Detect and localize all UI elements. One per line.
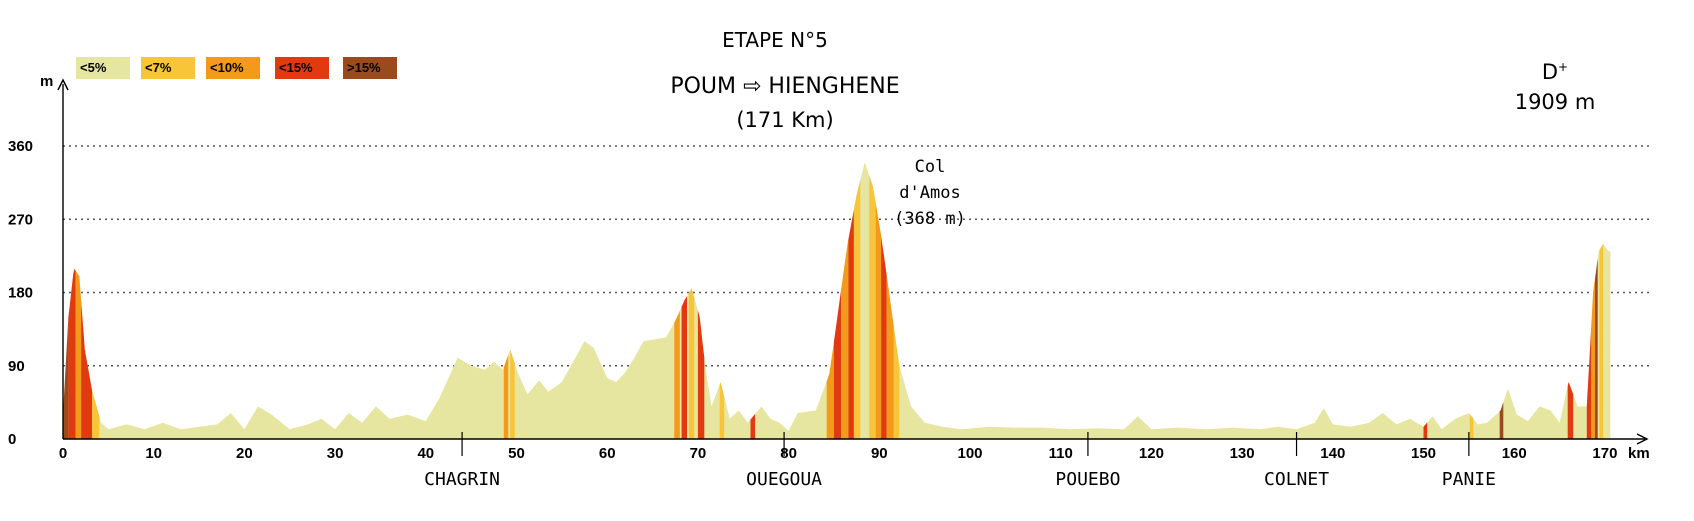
y-tick-label: 270: [8, 211, 33, 228]
summit-annotation: Col d'Amos (368 m): [894, 157, 966, 229]
distance-title: (171 Km): [736, 108, 834, 132]
x-axis-arrow: [1636, 433, 1649, 445]
steep-section: [1586, 325, 1592, 439]
x-tick-label: 140: [1320, 445, 1345, 462]
legend-label: >15%: [347, 60, 381, 75]
steep-section: [893, 326, 900, 439]
steep-section: [510, 349, 515, 439]
x-tick-label: 90: [871, 445, 888, 462]
steep-section: [886, 274, 894, 439]
steep-section: [875, 203, 882, 439]
steep-section: [848, 209, 854, 439]
steep-section: [503, 354, 509, 439]
x-tick-label: 10: [145, 445, 162, 462]
y-tick-label: 180: [8, 285, 33, 302]
steep-section: [1423, 422, 1428, 439]
y-axis-label: m: [40, 73, 53, 90]
axes: [57, 78, 1649, 445]
steep-section: [834, 289, 842, 439]
steep-section: [674, 310, 680, 439]
steep-section: [75, 270, 82, 439]
legend-label: <7%: [145, 60, 172, 75]
steep-section: [68, 269, 76, 439]
stage-title: ETAPE N°5: [722, 28, 828, 52]
summit-label: d'Amos: [899, 183, 960, 203]
legend-label: <10%: [210, 60, 244, 75]
x-tick-label: 130: [1230, 445, 1255, 462]
x-tick-label: 0: [59, 445, 67, 462]
tick-labels: 0 90 180 270 360 0 10 20 30 40 50 60 70 80 90 100 110 120…: [8, 73, 1650, 462]
steep-section: [92, 390, 100, 439]
x-tick-label: 20: [236, 445, 253, 462]
steep-section: [697, 310, 705, 439]
x-tick-label: 170: [1592, 445, 1617, 462]
y-tick-label: 90: [8, 358, 25, 375]
legend-item-lt7: <7%: [141, 57, 195, 79]
town-label: PANIE: [1442, 469, 1496, 490]
x-tick-label: 40: [417, 445, 434, 462]
legend-label: <15%: [279, 60, 313, 75]
town-label: OUEGOUA: [746, 469, 822, 490]
x-axis-label: km: [1628, 445, 1650, 462]
x-tick-label: 160: [1502, 445, 1527, 462]
town-markers: CHAGRIN OUEGOUA POUEBO COLNET PANIE: [424, 432, 1496, 490]
y-axis-arrow: [57, 78, 69, 91]
steep-section: [81, 300, 92, 439]
legend-item-lt15: <15%: [275, 57, 329, 79]
steep-section: [869, 175, 876, 440]
steep-section: [1595, 258, 1598, 439]
steep-section: [1599, 243, 1604, 439]
legend-label: <5%: [80, 60, 107, 75]
steep-section: [681, 296, 687, 439]
steep-section: [1567, 382, 1574, 439]
x-tick-label: 50: [508, 445, 525, 462]
steep-section: [826, 341, 834, 439]
town-label: CHAGRIN: [424, 469, 500, 490]
x-tick-label: 30: [327, 445, 344, 462]
x-tick-label: 80: [780, 445, 797, 462]
x-tick-label: 120: [1139, 445, 1164, 462]
legend-item-lt10: <10%: [206, 57, 260, 79]
dplus-label: D+: [1541, 60, 1569, 84]
dplus-value: 1909 m: [1514, 90, 1596, 114]
legend-item-lt5: <5%: [76, 57, 130, 79]
x-tick-label: 70: [690, 445, 707, 462]
steep-section: [719, 382, 725, 439]
steep-section: [1499, 402, 1504, 439]
summit-label: (368 m): [894, 209, 966, 229]
steep-section: [688, 288, 695, 439]
x-tick-label: 110: [1049, 445, 1073, 462]
steep-section: [841, 238, 849, 439]
x-tick-label: 60: [599, 445, 616, 462]
y-tick-label: 0: [8, 431, 16, 448]
x-tick-label: 150: [1411, 445, 1436, 462]
summit-label: Col: [915, 157, 946, 177]
town-label: POUEBO: [1055, 469, 1120, 490]
steep-sections: [63, 175, 1604, 440]
route-title: POUM ⇨ HIENGHENE: [670, 74, 900, 99]
town-label: COLNET: [1264, 469, 1329, 490]
x-tick-label: 100: [958, 445, 983, 462]
steep-section: [750, 414, 756, 439]
steep-section: [1469, 414, 1474, 439]
steep-section: [1591, 278, 1595, 439]
y-tick-label: 360: [8, 138, 33, 155]
steep-section: [853, 180, 861, 439]
steep-section: [881, 235, 887, 439]
steep-section: [63, 316, 69, 439]
legend-item-gt15: >15%: [343, 57, 397, 79]
